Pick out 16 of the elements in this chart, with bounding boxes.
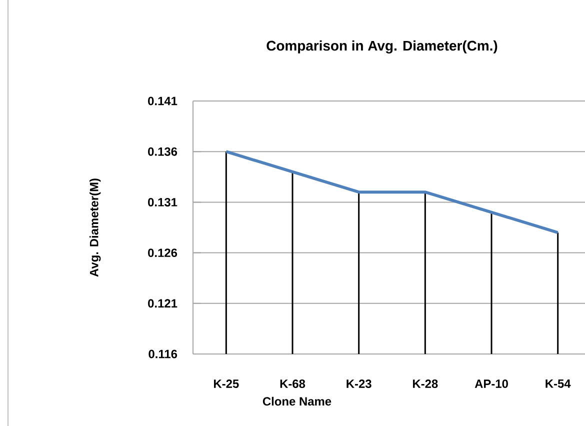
y-tick-label: 0.131 [148, 198, 178, 206]
x-axis-title: Clone Name [262, 396, 332, 406]
x-tick-label: K-25 [214, 380, 239, 388]
x-tick-label: AP-10 [474, 380, 508, 388]
x-tick-label: K-54 [546, 380, 571, 388]
y-tick-label: 0.141 [148, 96, 178, 106]
x-tick-label: K-23 [346, 380, 372, 388]
y-tick-label: 0.136 [148, 147, 178, 156]
y-tick-label: 0.126 [148, 248, 178, 258]
y-tick-label: 0.116 [148, 350, 178, 358]
line-series [224, 150, 560, 234]
y-tick-label: 0.121 [148, 299, 178, 308]
x-tick-label: K-28 [413, 380, 438, 388]
y-axis-title: Avg. Diameter(M) [90, 178, 101, 277]
chart-title: Comparison in Avg. Diameter(Cm.) [266, 40, 498, 54]
x-tick-label: K-68 [280, 380, 306, 388]
